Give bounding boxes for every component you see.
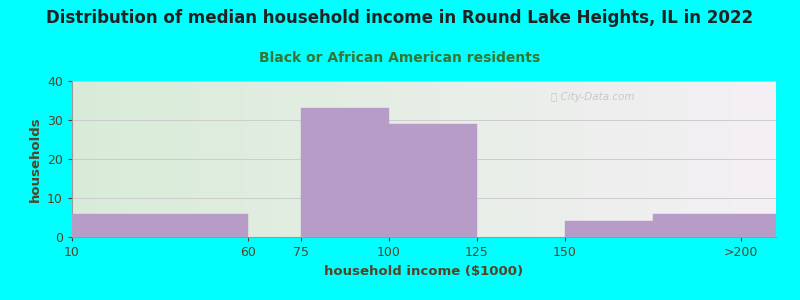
Text: Black or African American residents: Black or African American residents [259,51,541,65]
Bar [565,221,653,237]
Text: Distribution of median household income in Round Lake Heights, IL in 2022: Distribution of median household income … [46,9,754,27]
X-axis label: household income ($1000): household income ($1000) [325,265,523,278]
Bar [72,214,248,237]
Text: Ⓒ City-Data.com: Ⓒ City-Data.com [550,92,634,102]
Bar [389,124,477,237]
Bar [301,108,389,237]
Bar [653,214,776,237]
Y-axis label: households: households [29,116,42,202]
